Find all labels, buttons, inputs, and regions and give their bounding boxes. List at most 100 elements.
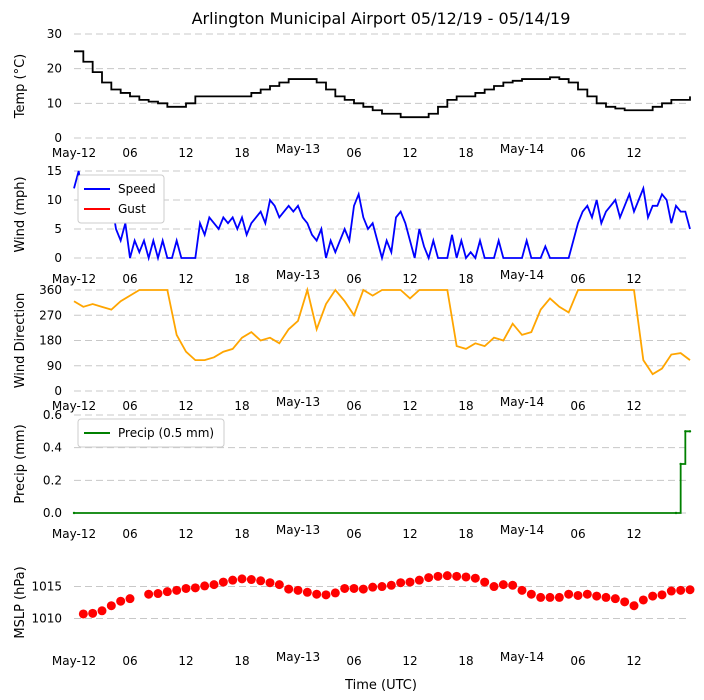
wind-x-tick-label: 06 <box>570 272 585 286</box>
precip-point <box>684 430 687 433</box>
precip-y-tick-label: 0.6 <box>43 408 62 422</box>
mslp-point <box>321 590 331 600</box>
wdir-x-tick-label: May-12 <box>52 399 96 413</box>
wdir-x-tick-label: 06 <box>570 399 585 413</box>
mslp-point <box>88 608 98 618</box>
mslp-point <box>293 585 303 595</box>
wind-series-line <box>73 170 691 262</box>
temp-x-tick-label: 12 <box>626 146 641 160</box>
chart-title: Arlington Municipal Airport 05/12/19 - 0… <box>192 9 571 28</box>
precip-point <box>688 430 692 433</box>
mslp-point <box>573 590 583 600</box>
wind-x-tick-label: May-13 <box>276 268 320 282</box>
mslp-point <box>265 578 275 588</box>
mslp-x-tick-label: 12 <box>178 654 193 668</box>
precip-x-tick-label: 18 <box>234 527 249 541</box>
mslp-point <box>200 581 210 591</box>
temp-x-tick-label: 18 <box>458 146 473 160</box>
mslp-x-tick-label: 12 <box>626 654 641 668</box>
panel-wdir: 0 90 180 270 360 May-12 06 12 18 May-13 06 12 18 May-… <box>13 283 691 413</box>
mslp-point <box>106 601 116 611</box>
precip-legend-box <box>77 418 225 448</box>
mslp-point <box>461 572 471 582</box>
temp-x-tick-label: 06 <box>570 146 585 160</box>
mslp-point <box>610 594 620 604</box>
wdir-x-tick-label: 18 <box>458 399 473 413</box>
mslp-x-tick-label: 18 <box>458 654 473 668</box>
wind-legend-box <box>77 174 165 224</box>
mslp-point <box>181 583 191 593</box>
mslp-y-tick-label: 1015 <box>31 580 62 594</box>
wind-x-tick-label: 12 <box>402 272 417 286</box>
precip-x-tick-label: 12 <box>402 527 417 541</box>
mslp-point <box>554 592 564 602</box>
mslp-point <box>358 584 368 594</box>
wind-y-tick-label: 10 <box>47 193 62 207</box>
mslp-point <box>228 575 238 585</box>
wind-y-tick-label: 15 <box>47 164 62 178</box>
mslp-x-tick-label: 06 <box>122 654 137 668</box>
precip-y-tick-label: 0.4 <box>43 441 62 455</box>
wdir-x-tick-label: 06 <box>346 399 361 413</box>
temp-x-tick-label: 06 <box>122 146 137 160</box>
temp-series-line <box>74 50 691 119</box>
mslp-x-tick-label: 12 <box>402 654 417 668</box>
mslp-point <box>190 583 200 593</box>
mslp-point <box>601 592 611 602</box>
precip-x-tick-label: 06 <box>122 527 137 541</box>
wdir-y-tick-label: 360 <box>39 283 62 297</box>
precip-x-tick-label: 06 <box>346 527 361 541</box>
mslp-point <box>162 587 172 597</box>
mslp-point <box>433 571 443 581</box>
mslp-point <box>424 573 434 583</box>
wdir-y-tick-label: 180 <box>39 334 62 348</box>
precip-x-tick-label: May-14 <box>500 523 544 537</box>
mslp-point <box>545 592 555 602</box>
wind-legend-label: Speed <box>118 182 156 196</box>
wind-x-tick-label: 18 <box>234 272 249 286</box>
mslp-point <box>582 589 592 599</box>
mslp-point <box>284 584 294 594</box>
mslp-point <box>638 595 648 605</box>
mslp-point <box>414 575 424 585</box>
mslp-point <box>274 580 284 590</box>
mslp-point <box>125 594 135 604</box>
panel-mslp: 1010 1015 May-12 06 12 18 May-13 06 12 18 May-14 06… <box>13 566 695 668</box>
wdir-series-line <box>73 286 691 376</box>
mslp-point <box>629 601 639 611</box>
mslp-point <box>218 577 228 587</box>
temp-x-tick-label: May-12 <box>52 146 96 160</box>
wdir-y-tick-label: 90 <box>47 359 62 373</box>
wind-x-tick-label: 06 <box>122 272 137 286</box>
mslp-point <box>508 580 518 590</box>
mslp-point <box>648 591 658 601</box>
mslp-point <box>396 578 406 588</box>
temp-x-tick-label: 12 <box>402 146 417 160</box>
precip-x-tick-label: May-13 <box>276 523 320 537</box>
wind-x-tick-label: 18 <box>458 272 473 286</box>
mslp-point <box>564 589 574 599</box>
wdir-y-tick-label: 270 <box>39 308 62 322</box>
wind-y-tick-label: 5 <box>54 222 62 236</box>
mslp-point <box>144 589 154 599</box>
precip-point <box>679 462 682 466</box>
wdir-x-tick-label: May-13 <box>276 395 320 409</box>
mslp-point <box>349 583 359 593</box>
mslp-point <box>377 582 387 592</box>
wind-legend-label: Gust <box>118 202 146 216</box>
temp-x-tick-label: May-14 <box>500 142 544 156</box>
precip-point <box>72 511 76 515</box>
mslp-x-tick-label: 18 <box>234 654 249 668</box>
mslp-point <box>657 590 667 600</box>
wdir-x-tick-label: May-14 <box>500 395 544 409</box>
mslp-point <box>452 571 462 581</box>
wind-x-tick-label: May-12 <box>52 272 96 286</box>
temp-y-tick-label: 0 <box>54 131 62 145</box>
temp-y-tick-label: 10 <box>47 96 62 110</box>
mslp-point <box>256 576 266 586</box>
mslp-point <box>246 575 256 585</box>
mslp-y-axis-label: MSLP (hPa) <box>13 566 28 638</box>
mslp-point <box>405 577 415 587</box>
wind-y-tick-label: 0 <box>54 251 62 265</box>
